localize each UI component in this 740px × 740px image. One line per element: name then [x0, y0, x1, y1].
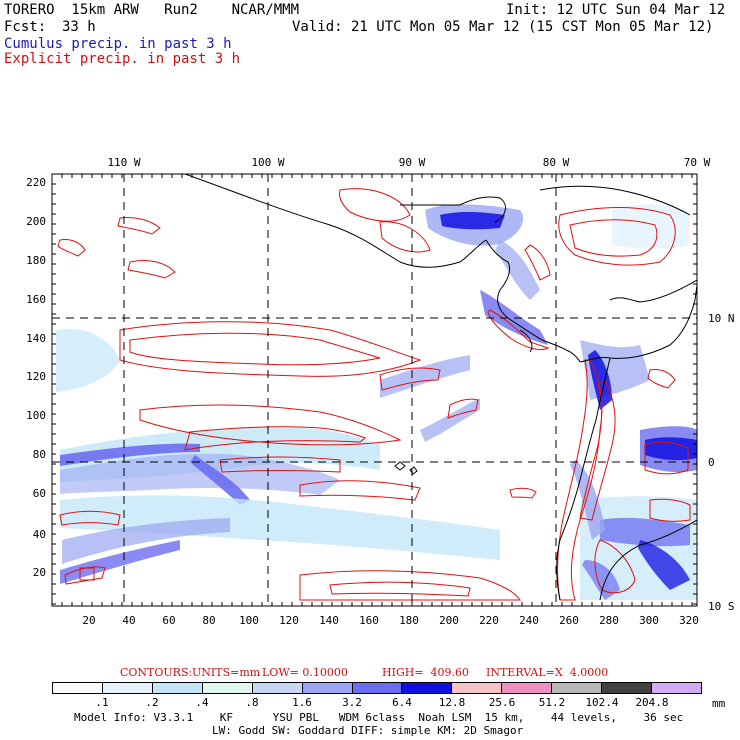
- explicit-precip-contours: [57, 188, 691, 601]
- colorbar-swatch: [452, 683, 503, 693]
- colorbar-swatch: [102, 683, 153, 693]
- contours-high: HIGH= 409.60: [382, 666, 470, 679]
- lon-label: 90 W: [399, 156, 426, 169]
- contours-units: UNITS=mm: [192, 666, 261, 679]
- land-outline: [184, 174, 697, 601]
- physics-info-line: LW: Godd SW: Goddard DIFF: simple KM: 2D…: [212, 724, 524, 737]
- x-tick-label: 240: [519, 614, 539, 627]
- colorbar-label: 204.8: [635, 696, 669, 709]
- contours-label: CONTOURS:: [120, 666, 193, 679]
- x-tick-label: 20: [82, 614, 95, 627]
- x-tick-label: 40: [122, 614, 135, 627]
- colorbar-swatch: [652, 683, 701, 693]
- colorbar-swatch: [552, 683, 603, 693]
- y-tick-label: 120: [26, 370, 46, 383]
- lon-label: 80 W: [543, 156, 570, 169]
- init-time: Init: 12 UTC Sun 04 Mar 12: [506, 2, 726, 18]
- x-tick-label: 140: [319, 614, 339, 627]
- y-tick-label: 40: [33, 528, 46, 541]
- x-axis-ticks: 20 40 60 80 100 120 140 160 180 200 220 …: [82, 614, 699, 627]
- x-tick-label: 300: [639, 614, 659, 627]
- lat-lon-grid: [52, 174, 697, 606]
- colorbar-swatch: [402, 683, 453, 693]
- y-tick-label: 160: [26, 293, 46, 306]
- colorbar-label: .8: [245, 696, 259, 709]
- x-tick-label: 160: [359, 614, 379, 627]
- x-tick-label: 200: [439, 614, 459, 627]
- colorbar-label: .2: [145, 696, 159, 709]
- x-tick-label: 320: [679, 614, 699, 627]
- forecast-hour: 33 h: [62, 19, 96, 35]
- contours-interval: INTERVAL=X 4.0000: [486, 666, 609, 679]
- x-tick-label: 280: [599, 614, 619, 627]
- y-tick-label: 180: [26, 254, 46, 267]
- y-tick-label: 140: [26, 332, 46, 345]
- y-tick-label: 220: [26, 176, 46, 189]
- colorbar-swatch: [152, 683, 203, 693]
- lat-label: 10 S: [708, 600, 735, 613]
- precip-colorbar: [52, 682, 702, 694]
- forecast-label: Fcst:: [4, 19, 47, 35]
- colorbar-swatch: [302, 683, 353, 693]
- colorbar-swatch: [352, 683, 403, 693]
- axis-ticks: [51, 173, 697, 606]
- x-tick-label: 100: [239, 614, 259, 627]
- lon-label: 100 W: [251, 156, 284, 169]
- colorbar-swatch: [252, 683, 303, 693]
- colorbar-label: 3.2: [342, 696, 362, 709]
- model-title: TORERO 15km ARW Run2 NCAR/MMM: [4, 2, 300, 18]
- colorbar-labels: .1 .2 .4 .8 1.6 3.2 6.4 12.8 25.6 51.2 1…: [0, 696, 740, 710]
- y-tick-label: 80: [33, 448, 46, 461]
- colorbar-swatch: [602, 683, 653, 693]
- x-tick-label: 60: [162, 614, 175, 627]
- model-info-line: Model Info: V3.3.1 KF YSU PBL WDM 6class…: [74, 711, 684, 724]
- lon-label: 110 W: [107, 156, 140, 169]
- lat-label: 10 N: [708, 312, 735, 325]
- y-tick-label: 200: [26, 215, 46, 228]
- longitude-labels: 110 W 100 W 90 W 80 W 70 W: [107, 156, 710, 169]
- colorbar-label: .4: [195, 696, 209, 709]
- colorbar-label: .1: [95, 696, 109, 709]
- y-axis-ticks: 20 40 60 80 100 120 140 160 180 200 220: [26, 176, 46, 579]
- cumulus-precip-shading: [56, 204, 697, 600]
- x-tick-label: 180: [399, 614, 419, 627]
- y-tick-label: 100: [26, 409, 46, 422]
- x-tick-label: 80: [202, 614, 215, 627]
- colorbar-label: 6.4: [392, 696, 412, 709]
- colorbar-label: 51.2: [538, 696, 566, 709]
- lat-label: 0: [708, 456, 715, 469]
- colorbar-swatch: [202, 683, 253, 693]
- colorbar-label: 25.6: [488, 696, 516, 709]
- colorbar-label: 1.6: [292, 696, 312, 709]
- colorbar-swatch: [53, 683, 103, 693]
- x-tick-label: 220: [479, 614, 499, 627]
- valid-time: Valid: 21 UTC Mon 05 Mar 12 (15 CST Mon …: [292, 19, 714, 35]
- colorbar-swatch: [502, 683, 553, 693]
- y-tick-label: 60: [33, 487, 46, 500]
- colorbar-unit: mm: [712, 697, 726, 710]
- x-tick-label: 260: [559, 614, 579, 627]
- y-tick-label: 20: [33, 566, 46, 579]
- field-cumulus-label: Cumulus precip. in past 3 h: [4, 36, 232, 52]
- colorbar-label: 102.4: [585, 696, 619, 709]
- map-frame: [51, 173, 698, 607]
- contours-low: LOW= 0.10000: [262, 666, 348, 679]
- colorbar-label: 12.8: [438, 696, 466, 709]
- field-explicit-label: Explicit precip. in past 3 h: [4, 51, 241, 67]
- latitude-labels: 10 N 0 10 S: [708, 312, 735, 613]
- lon-label: 70 W: [684, 156, 711, 169]
- x-tick-label: 120: [279, 614, 299, 627]
